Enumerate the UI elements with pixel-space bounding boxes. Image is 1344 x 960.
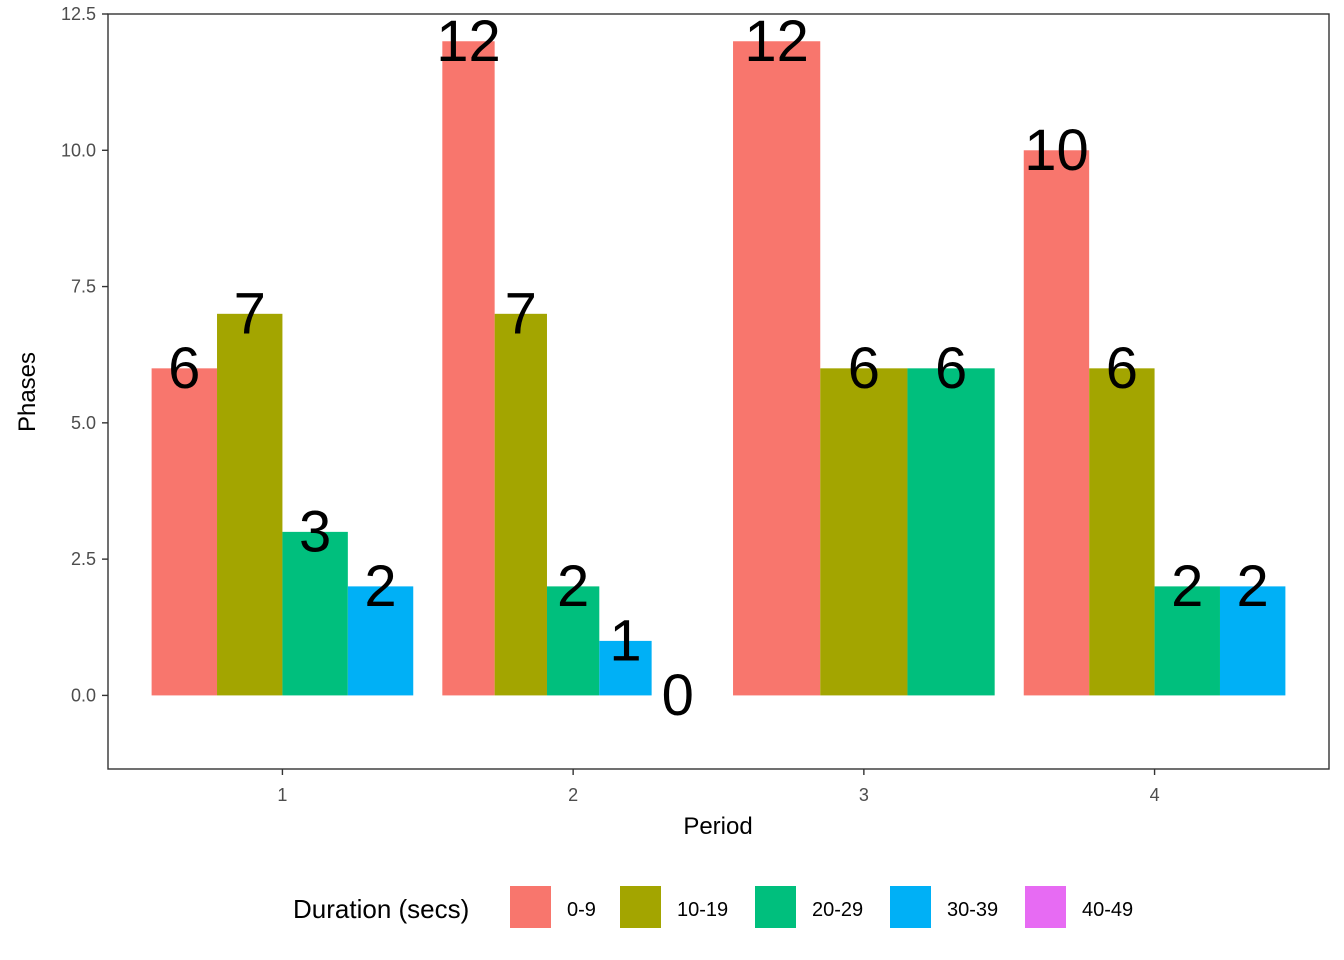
bar-period-1-20-29 [282, 531, 348, 696]
data-label-3-20-29: 6 [935, 336, 967, 401]
x-tick-label: 3 [859, 785, 869, 805]
bar-period-4-10-19 [1089, 368, 1155, 696]
data-label-2-10-19: 7 [505, 281, 537, 346]
y-tick-label: 7.5 [71, 277, 96, 297]
legend-swatch-10-19 [620, 886, 661, 928]
data-label-1-20-29: 3 [299, 499, 331, 564]
bar-period-2-30-39 [599, 640, 652, 696]
bar-period-4-20-29 [1154, 586, 1220, 696]
bar-period-1-10-19 [217, 313, 283, 696]
legend-label-20-29: 20-29 [812, 899, 863, 921]
x-axis: 1 2 3 4 [277, 769, 1160, 805]
data-label-3-10-19: 6 [848, 336, 880, 401]
legend-swatch-20-29 [755, 886, 796, 928]
y-tick-label: 12.5 [61, 4, 96, 24]
bar-period-2-10-19 [494, 313, 547, 696]
data-label-4-30-39: 2 [1237, 554, 1269, 619]
y-axis: 0.0 2.5 5.0 7.5 10.0 12.5 [61, 4, 108, 705]
bar-period-3-10-19 [820, 368, 908, 696]
panel-border [107, 13, 1330, 770]
data-label-2-30-39: 1 [609, 608, 641, 673]
legend-label-40-49: 40-49 [1082, 899, 1133, 921]
data-label-4-10-19: 6 [1106, 336, 1138, 401]
x-axis-title: Period [683, 813, 752, 840]
data-label-1-0-9: 6 [168, 336, 200, 401]
bar-period-4-30-39 [1219, 586, 1286, 696]
legend-label-0-9: 0-9 [567, 899, 596, 921]
legend-label-10-19: 10-19 [677, 899, 728, 921]
bars-layer [151, 41, 1286, 696]
data-label-2-20-29: 2 [557, 554, 589, 619]
bar-period-3-20-29 [907, 368, 995, 696]
data-label-2-0-9: 12 [436, 9, 501, 74]
y-tick-label: 0.0 [71, 685, 96, 705]
y-tick-label: 2.5 [71, 549, 96, 569]
bar-period-4-0-9 [1023, 150, 1090, 696]
y-tick-label: 10.0 [61, 140, 96, 160]
legend-swatch-0-9 [510, 886, 551, 928]
data-label-4-20-29: 2 [1171, 554, 1203, 619]
data-label-1-30-39: 2 [364, 554, 396, 619]
bar-period-1-0-9 [151, 368, 218, 696]
x-tick-label: 2 [568, 785, 578, 805]
legend-swatch-30-39 [890, 886, 931, 928]
x-tick-label: 4 [1150, 785, 1160, 805]
data-label-1-10-19: 7 [234, 281, 266, 346]
y-axis-title: Phases [14, 352, 41, 432]
bar-period-3-0-9 [733, 41, 821, 696]
bar-period-2-0-9 [442, 41, 495, 696]
x-tick-label: 1 [277, 785, 287, 805]
legend-swatch-40-49 [1025, 886, 1066, 928]
bar-period-1-30-39 [347, 586, 414, 696]
legend-label-30-39: 30-39 [947, 899, 998, 921]
legend-title: Duration (secs) [293, 894, 469, 924]
data-label-3-0-9: 12 [744, 9, 809, 74]
legend: Duration (secs) 0-9 10-19 20-29 30-39 40-49 [293, 886, 1133, 928]
data-label-2-40-49: 0 [662, 663, 694, 728]
y-tick-label: 5.0 [71, 413, 96, 433]
data-label-4-0-9: 10 [1024, 118, 1089, 183]
bar-period-2-20-29 [546, 586, 600, 696]
